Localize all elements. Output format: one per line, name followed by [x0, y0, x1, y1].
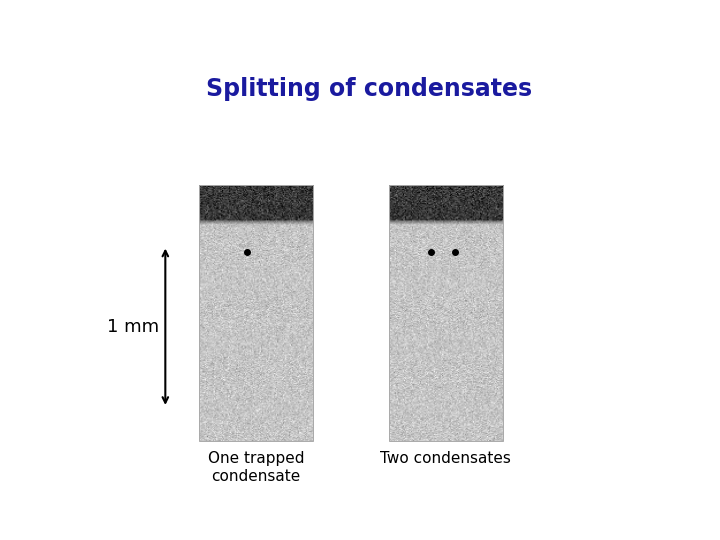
Bar	[199, 185, 313, 441]
Text: One trapped
condensate: One trapped condensate	[208, 451, 305, 484]
Text: Splitting of condensates: Splitting of condensates	[206, 77, 532, 102]
Text: Two condensates: Two condensates	[380, 451, 511, 467]
Bar	[389, 185, 503, 441]
Text: 1 mm: 1 mm	[107, 318, 158, 336]
